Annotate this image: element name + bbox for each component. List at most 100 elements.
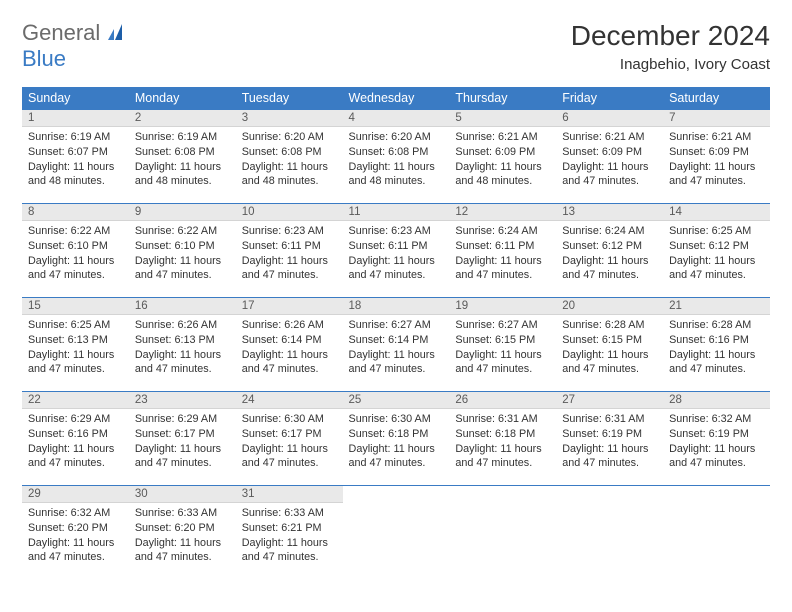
calendar-header-row: SundayMondayTuesdayWednesdayThursdayFrid…: [22, 87, 770, 110]
day-number: 16: [129, 298, 236, 315]
daylight-line: Daylight: 11 hours and 47 minutes.: [28, 254, 123, 282]
calendar-cell: 24Sunrise: 6:30 AMSunset: 6:17 PMDayligh…: [236, 392, 343, 486]
daylight-line: Daylight: 11 hours and 47 minutes.: [349, 254, 444, 282]
calendar-row: 15Sunrise: 6:25 AMSunset: 6:13 PMDayligh…: [22, 298, 770, 392]
daylight-line: Daylight: 11 hours and 47 minutes.: [242, 348, 337, 376]
day-number: 11: [343, 204, 450, 221]
sunset-line: Sunset: 6:13 PM: [28, 333, 123, 347]
sunrise-line: Sunrise: 6:28 AM: [562, 318, 657, 332]
day-number: 7: [663, 110, 770, 127]
day-number: 23: [129, 392, 236, 409]
sunset-line: Sunset: 6:17 PM: [242, 427, 337, 441]
day-content: Sunrise: 6:26 AMSunset: 6:13 PMDaylight:…: [129, 315, 236, 382]
weekday-header: Monday: [129, 87, 236, 110]
sunrise-line: Sunrise: 6:21 AM: [562, 130, 657, 144]
calendar-cell: 2Sunrise: 6:19 AMSunset: 6:08 PMDaylight…: [129, 110, 236, 204]
sunrise-line: Sunrise: 6:21 AM: [669, 130, 764, 144]
sunset-line: Sunset: 6:08 PM: [242, 145, 337, 159]
daylight-line: Daylight: 11 hours and 47 minutes.: [562, 348, 657, 376]
calendar-cell: 27Sunrise: 6:31 AMSunset: 6:19 PMDayligh…: [556, 392, 663, 486]
day-number: 2: [129, 110, 236, 127]
daylight-line: Daylight: 11 hours and 47 minutes.: [349, 348, 444, 376]
calendar-cell: 28Sunrise: 6:32 AMSunset: 6:19 PMDayligh…: [663, 392, 770, 486]
calendar-cell: 11 Sunrise: 6:23 AMSunset: 6:11 PMDayligh…: [343, 204, 450, 298]
day-content: Sunrise: 6:25 AMSunset: 6:12 PMDaylight:…: [663, 221, 770, 288]
month-title: December 2024: [571, 20, 770, 52]
weekday-header: Thursday: [449, 87, 556, 110]
day-content: Sunrise: 6:22 AMSunset: 6:10 PMDaylight:…: [22, 221, 129, 288]
sunset-line: Sunset: 6:16 PM: [28, 427, 123, 441]
daylight-line: Daylight: 11 hours and 47 minutes.: [28, 536, 123, 564]
sunset-line: Sunset: 6:19 PM: [669, 427, 764, 441]
day-content: Sunrise: 6:19 AMSunset: 6:08 PMDaylight:…: [129, 127, 236, 194]
calendar-cell: 4Sunrise: 6:20 AMSunset: 6:08 PMDaylight…: [343, 110, 450, 204]
day-content: Sunrise: 6:26 AMSunset: 6:14 PMDaylight:…: [236, 315, 343, 382]
sunset-line: Sunset: 6:14 PM: [349, 333, 444, 347]
sunset-line: Sunset: 6:09 PM: [562, 145, 657, 159]
day-content: Sunrise: 6:32 AMSunset: 6:20 PMDaylight:…: [22, 503, 129, 570]
day-number: 21: [663, 298, 770, 315]
daylight-line: Daylight: 11 hours and 47 minutes.: [455, 348, 550, 376]
daylight-line: Daylight: 11 hours and 47 minutes.: [28, 442, 123, 470]
sunrise-line: Sunrise: 6:31 AM: [455, 412, 550, 426]
daylight-line: Daylight: 11 hours and 48 minutes.: [28, 160, 123, 188]
daylight-line: Daylight: 11 hours and 47 minutes.: [28, 348, 123, 376]
daylight-line: Daylight: 11 hours and 47 minutes.: [562, 160, 657, 188]
sunrise-line: Sunrise: 6:24 AM: [455, 224, 550, 238]
weekday-header: Sunday: [22, 87, 129, 110]
day-content: Sunrise: 6:24 AMSunset: 6:12 PMDaylight:…: [556, 221, 663, 288]
sunrise-line: Sunrise: 6:23 AM: [242, 224, 337, 238]
daylight-line: Daylight: 11 hours and 47 minutes.: [669, 442, 764, 470]
brand-text-blue: Blue: [22, 46, 66, 71]
sunrise-line: Sunrise: 6:19 AM: [28, 130, 123, 144]
daylight-line: Daylight: 11 hours and 47 minutes.: [242, 536, 337, 564]
sunrise-line: Sunrise: 6:32 AM: [28, 506, 123, 520]
calendar-cell: 21Sunrise: 6:28 AMSunset: 6:16 PMDayligh…: [663, 298, 770, 392]
calendar-row: 8Sunrise: 6:22 AMSunset: 6:10 PMDaylight…: [22, 204, 770, 298]
sunset-line: Sunset: 6:11 PM: [349, 239, 444, 253]
daylight-line: Daylight: 11 hours and 48 minutes.: [135, 160, 230, 188]
day-content: Sunrise: 6:27 AMSunset: 6:14 PMDaylight:…: [343, 315, 450, 382]
day-number: 30: [129, 486, 236, 503]
day-content: Sunrise: 6:28 AMSunset: 6:16 PMDaylight:…: [663, 315, 770, 382]
day-number: 17: [236, 298, 343, 315]
sunrise-line: Sunrise: 6:20 AM: [349, 130, 444, 144]
calendar-cell: 12Sunrise: 6:24 AMSunset: 6:11 PMDayligh…: [449, 204, 556, 298]
brand-text-general: General: [22, 20, 100, 45]
daylight-line: Daylight: 11 hours and 48 minutes.: [349, 160, 444, 188]
sunrise-line: Sunrise: 6:23 AM: [349, 224, 444, 238]
calendar-cell: 15Sunrise: 6:25 AMSunset: 6:13 PMDayligh…: [22, 298, 129, 392]
day-content: Sunrise: 6:33 AMSunset: 6:20 PMDaylight:…: [129, 503, 236, 570]
weekday-header: Wednesday: [343, 87, 450, 110]
daylight-line: Daylight: 11 hours and 47 minutes.: [135, 442, 230, 470]
calendar-cell: 14Sunrise: 6:25 AMSunset: 6:12 PMDayligh…: [663, 204, 770, 298]
weekday-header: Friday: [556, 87, 663, 110]
calendar-cell: 8Sunrise: 6:22 AMSunset: 6:10 PMDaylight…: [22, 204, 129, 298]
daylight-line: Daylight: 11 hours and 47 minutes.: [349, 442, 444, 470]
sunrise-line: Sunrise: 6:33 AM: [242, 506, 337, 520]
calendar-cell: 31Sunrise: 6:33 AMSunset: 6:21 PMDayligh…: [236, 486, 343, 580]
sunset-line: Sunset: 6:18 PM: [455, 427, 550, 441]
calendar-cell: ..: [556, 486, 663, 580]
daylight-line: Daylight: 11 hours and 47 minutes.: [455, 442, 550, 470]
calendar-cell: 26 Sunrise: 6:31 AMSunset: 6:18 PMDayligh…: [449, 392, 556, 486]
calendar-cell: 5Sunrise: 6:21 AMSunset: 6:09 PMDaylight…: [449, 110, 556, 204]
daylight-line: Daylight: 11 hours and 47 minutes.: [562, 254, 657, 282]
sunrise-line: Sunrise: 6:31 AM: [562, 412, 657, 426]
day-number: 10: [236, 204, 343, 221]
day-content: Sunrise: 6:30 AMSunset: 6:17 PMDaylight:…: [236, 409, 343, 476]
sunset-line: Sunset: 6:12 PM: [562, 239, 657, 253]
calendar-cell: 20Sunrise: 6:28 AMSunset: 6:15 PMDayligh…: [556, 298, 663, 392]
calendar-cell: 9Sunrise: 6:22 AMSunset: 6:10 PMDaylight…: [129, 204, 236, 298]
day-number: 26: [449, 392, 556, 409]
sunset-line: Sunset: 6:12 PM: [669, 239, 764, 253]
calendar-cell: 18Sunrise: 6:27 AMSunset: 6:14 PMDayligh…: [343, 298, 450, 392]
calendar-cell: 22Sunrise: 6:29 AMSunset: 6:16 PMDayligh…: [22, 392, 129, 486]
day-number: 20: [556, 298, 663, 315]
day-content: Sunrise: 6:21 AMSunset: 6:09 PMDaylight:…: [449, 127, 556, 194]
day-content: Sunrise: 6:22 AMSunset: 6:10 PMDaylight:…: [129, 221, 236, 288]
sunrise-line: Sunrise: 6:22 AM: [28, 224, 123, 238]
sunset-line: Sunset: 6:08 PM: [135, 145, 230, 159]
day-content: Sunrise: 6:29 AMSunset: 6:16 PMDaylight:…: [22, 409, 129, 476]
sunrise-line: Sunrise: 6:24 AM: [562, 224, 657, 238]
